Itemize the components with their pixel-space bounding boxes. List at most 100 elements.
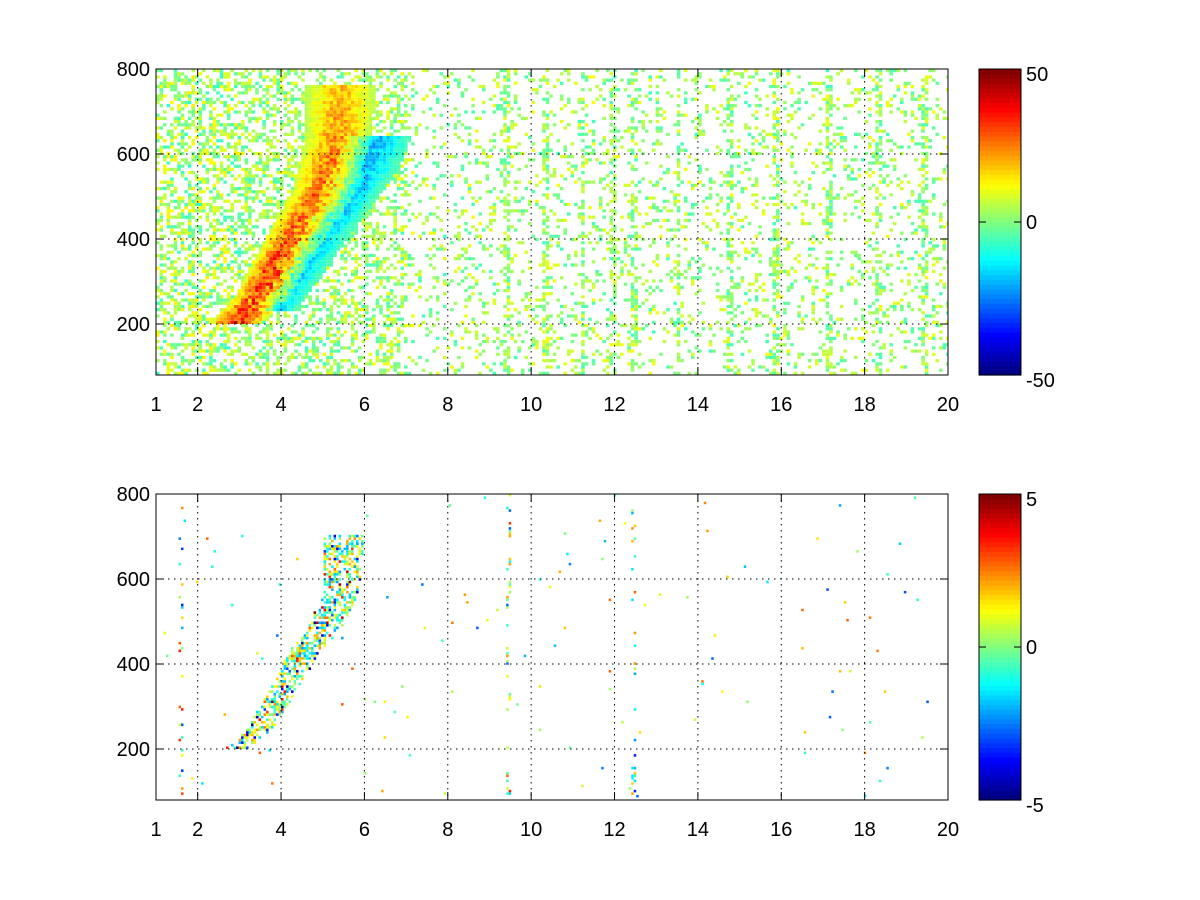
heatmap-cell: [212, 107, 217, 111]
heatmap-cell: [248, 276, 252, 280]
heatmap-cell: [237, 247, 242, 251]
heatmap-cell: [180, 282, 185, 286]
heatmap-cell: [396, 100, 401, 105]
heatmap-cell: [365, 333, 369, 337]
heatmap-cell: [290, 129, 295, 133]
heatmap-cell: [350, 247, 355, 251]
heatmap-cell: [276, 241, 281, 245]
heatmap-cell: [333, 228, 337, 232]
heatmap-cell: [308, 282, 312, 286]
heatmap-cell: [372, 320, 376, 324]
heatmap-cell: [350, 295, 355, 299]
heatmap-cell: [198, 116, 203, 120]
heatmap-cell: [205, 212, 210, 216]
heatmap-cell: [276, 298, 281, 302]
heatmap-cell: [311, 116, 316, 120]
heatmap-cell: [496, 346, 500, 350]
heatmap-cell: [581, 202, 585, 207]
heatmap-cell: [173, 120, 178, 124]
heatmap-cell: [216, 155, 220, 159]
heatmap-cell: [506, 314, 511, 318]
heatmap-cell: [194, 193, 199, 197]
heatmap-cell: [506, 94, 511, 98]
heatmap-cell: [347, 311, 351, 315]
heatmap-cell: [528, 266, 532, 270]
heatmap-cell: [308, 94, 312, 98]
heatmap-cell: [194, 81, 199, 85]
heatmap-cell: [439, 145, 443, 149]
heatmap-cell: [531, 78, 536, 82]
heatmap-cell: [389, 346, 394, 350]
heatmap-cell: [478, 263, 482, 267]
heatmap-cell: [318, 196, 323, 200]
heatmap-cell: [393, 171, 397, 175]
heatmap-cell: [457, 253, 461, 258]
heatmap-cell: [216, 295, 220, 299]
heatmap-cell: [574, 253, 578, 258]
heatmap-cell: [354, 158, 358, 162]
heatmap-cell: [322, 104, 327, 108]
heatmap-cell: [308, 161, 312, 165]
heatmap-cell: [315, 177, 319, 181]
heatmap-cell: [301, 69, 305, 73]
heatmap-cell: [216, 327, 220, 331]
heatmap-cell: [258, 279, 263, 283]
heatmap-cell: [396, 244, 401, 248]
heatmap-cell: [241, 317, 245, 321]
heatmap-cell: [287, 292, 291, 296]
heatmap-cell: [205, 276, 210, 280]
heatmap-cell: [354, 228, 358, 232]
heatmap-cell: [311, 269, 316, 273]
heatmap-cell: [372, 228, 376, 232]
heatmap-cell: [372, 116, 376, 120]
heatmap-cell: [368, 158, 373, 162]
heatmap-cell: [336, 161, 341, 165]
heatmap-cell: [386, 196, 390, 200]
heatmap-cell: [251, 174, 256, 178]
heatmap-cell: [315, 167, 319, 171]
heatmap-cell: [545, 91, 550, 95]
heatmap-cell: [379, 161, 383, 165]
heatmap-cell: [173, 75, 178, 79]
heatmap-cell: [400, 193, 405, 197]
heatmap-cell: [481, 362, 486, 366]
heatmap-cell: [492, 371, 497, 375]
heatmap-cell: [212, 126, 217, 130]
heatmap-cell: [223, 84, 227, 89]
heatmap-cell: [393, 78, 397, 82]
heatmap-cell: [545, 253, 550, 258]
heatmap-cell: [304, 100, 309, 105]
heatmap-cell: [248, 100, 252, 105]
heatmap-cell: [499, 97, 504, 101]
heatmap-cell: [372, 155, 376, 159]
heatmap-cell: [170, 355, 174, 360]
heatmap-cell: [184, 257, 188, 261]
heatmap-cell: [283, 311, 288, 315]
heatmap-cell: [272, 222, 277, 226]
heatmap-cell: [549, 359, 553, 363]
heatmap-cell: [354, 199, 358, 203]
heatmap-cell: [499, 132, 504, 136]
heatmap-cell: [333, 161, 337, 165]
heatmap-cell: [198, 279, 203, 283]
heatmap-cell: [223, 311, 227, 315]
heatmap-cell: [453, 257, 458, 261]
heatmap-cell: [311, 120, 316, 124]
heatmap-cell: [187, 301, 192, 305]
heatmap-cell: [265, 308, 270, 312]
heatmap-cell: [556, 365, 560, 369]
heatmap-cell: [496, 282, 500, 286]
heatmap-cell: [283, 292, 288, 296]
heatmap-cell: [333, 279, 337, 283]
heatmap-cell: [202, 362, 206, 366]
heatmap-cell: [287, 282, 291, 286]
heatmap-cell: [386, 164, 390, 168]
heatmap-cell: [439, 218, 443, 222]
heatmap-cell: [290, 324, 295, 328]
heatmap-cell: [535, 91, 539, 95]
heatmap-cell: [290, 177, 295, 181]
heatmap-cell: [248, 320, 252, 324]
heatmap-cell: [368, 145, 373, 149]
heatmap-cell: [198, 250, 203, 254]
heatmap-cell: [567, 78, 571, 82]
